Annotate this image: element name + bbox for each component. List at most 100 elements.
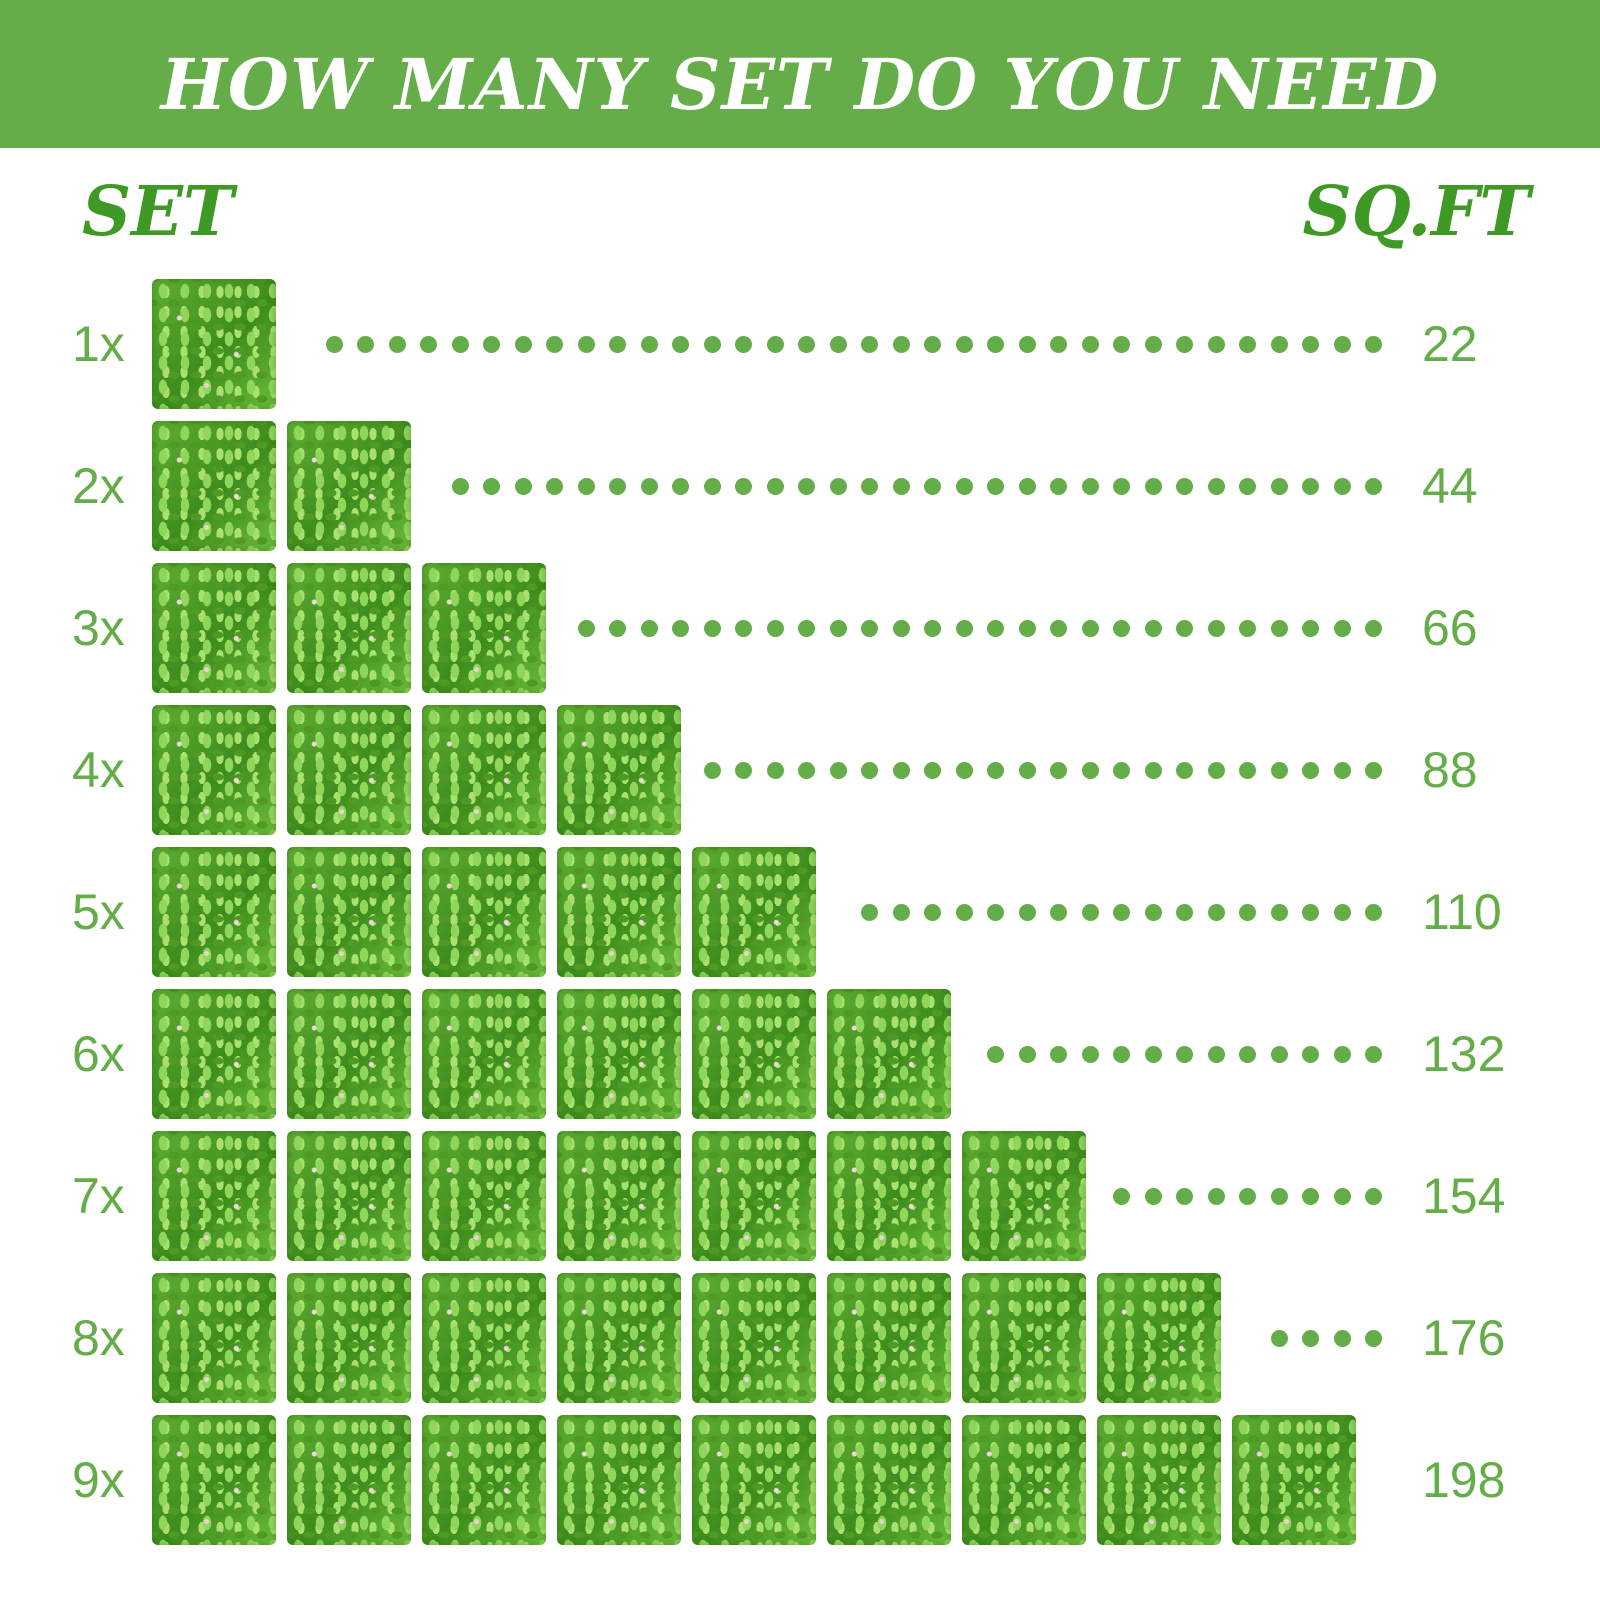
grass-panel-tile <box>962 1131 1086 1261</box>
leader-dot <box>609 336 626 353</box>
leader-dot <box>829 620 847 637</box>
leader-dot <box>1365 336 1382 353</box>
grass-panel-tile <box>152 847 276 977</box>
leader-dot <box>1144 1046 1162 1063</box>
leader-dot <box>1365 620 1382 637</box>
leader-dot <box>1081 620 1099 637</box>
leader-dot <box>514 478 532 495</box>
grass-panel-tile <box>287 421 411 551</box>
leader-dot <box>1270 1046 1288 1063</box>
leader-dot <box>1239 904 1256 921</box>
leader-dot <box>1018 904 1036 921</box>
leader-dot <box>861 762 878 779</box>
leader-dot <box>1050 336 1067 353</box>
leader-dot <box>1302 762 1319 779</box>
leader-dot <box>1302 336 1319 353</box>
leader-dot <box>829 478 847 495</box>
leader-dot <box>388 336 406 353</box>
leader-dot <box>577 478 595 495</box>
leader-dot <box>798 478 815 495</box>
leader-dot <box>955 478 973 495</box>
leader-dot <box>1050 1046 1067 1063</box>
set-count-label: 3x <box>72 600 125 656</box>
grass-panel-tile <box>287 563 411 693</box>
leader-dot <box>1050 904 1067 921</box>
set-row: 8x 176 <box>0 1270 1600 1406</box>
leader-dot <box>1144 336 1162 353</box>
leader-dot <box>955 762 973 779</box>
leader-dot <box>735 336 752 353</box>
set-row: 2x 44 <box>0 418 1600 554</box>
leader-dot <box>892 336 910 353</box>
leader-dot <box>1018 336 1036 353</box>
leader-dot <box>609 478 626 495</box>
grass-panel-tile <box>557 1415 681 1545</box>
grass-panel-tile <box>692 847 816 977</box>
leader-dot <box>892 478 910 495</box>
leader-dot <box>766 620 784 637</box>
set-count-label: 4x <box>72 742 125 798</box>
leader-dot <box>861 904 878 921</box>
leader-dot <box>1176 336 1193 353</box>
leader-dot <box>924 478 941 495</box>
grass-panel-tile <box>422 989 546 1119</box>
leader-dot <box>1081 762 1099 779</box>
grass-panel-tile <box>422 705 546 835</box>
grass-panel-tile <box>287 1415 411 1545</box>
grass-panel-tile <box>557 989 681 1119</box>
leader-dot <box>1333 1330 1351 1347</box>
set-count-label: 6x <box>72 1026 125 1082</box>
leader-dot <box>1239 762 1256 779</box>
grass-panel-tile <box>422 847 546 977</box>
leader-dot <box>1018 762 1036 779</box>
leader-dot <box>1176 478 1193 495</box>
leader-dot <box>703 620 721 637</box>
leader-dot <box>1207 762 1225 779</box>
leader-dot <box>1113 336 1130 353</box>
grass-panel-tile <box>152 421 276 551</box>
grass-panel-tile <box>152 279 276 409</box>
grass-panel-tile <box>152 705 276 835</box>
leader-dot <box>640 336 658 353</box>
leader-dot <box>1239 1046 1256 1063</box>
leader-dot <box>1270 478 1288 495</box>
leader-dot <box>546 336 563 353</box>
sqft-value: 176 <box>1422 1310 1506 1366</box>
grass-panel-tile <box>1232 1415 1356 1545</box>
leader-dot <box>955 336 973 353</box>
set-count-label: 5x <box>72 884 125 940</box>
leader-dot <box>1081 336 1099 353</box>
leader-dot <box>1270 620 1288 637</box>
grass-panel-tile <box>287 1131 411 1261</box>
leader-dot <box>703 762 721 779</box>
set-row: 5x 110 <box>0 844 1600 980</box>
leader-dot <box>798 336 815 353</box>
leader-dot <box>1207 1046 1225 1063</box>
leader-dot <box>735 478 752 495</box>
leader-dot <box>1302 904 1319 921</box>
leader-dot <box>451 336 469 353</box>
leader-dot <box>1050 478 1067 495</box>
leader-dot <box>703 336 721 353</box>
sqft-value: 132 <box>1422 1026 1506 1082</box>
grass-panel-tile <box>1097 1415 1221 1545</box>
leader-dot <box>1144 478 1162 495</box>
grass-panel-tile <box>692 989 816 1119</box>
leader-dot <box>672 620 689 637</box>
sqft-value: 22 <box>1422 316 1478 372</box>
leader-dot <box>1365 1046 1382 1063</box>
leader-dot <box>1081 1046 1099 1063</box>
grass-panel-tile <box>692 1273 816 1403</box>
leader-dot <box>1239 1188 1256 1205</box>
grass-panel-tile <box>287 705 411 835</box>
grass-panel-tile <box>422 563 546 693</box>
leader-dot <box>483 336 500 353</box>
leader-dot <box>1018 620 1036 637</box>
grass-panel-tile <box>152 1273 276 1403</box>
leader-dot <box>1333 620 1351 637</box>
leader-dot <box>987 336 1004 353</box>
set-count-label: 2x <box>72 458 125 514</box>
grass-panel-tile <box>692 1131 816 1261</box>
sqft-value: 110 <box>1422 884 1502 940</box>
set-row: 1x 22 <box>0 276 1600 412</box>
